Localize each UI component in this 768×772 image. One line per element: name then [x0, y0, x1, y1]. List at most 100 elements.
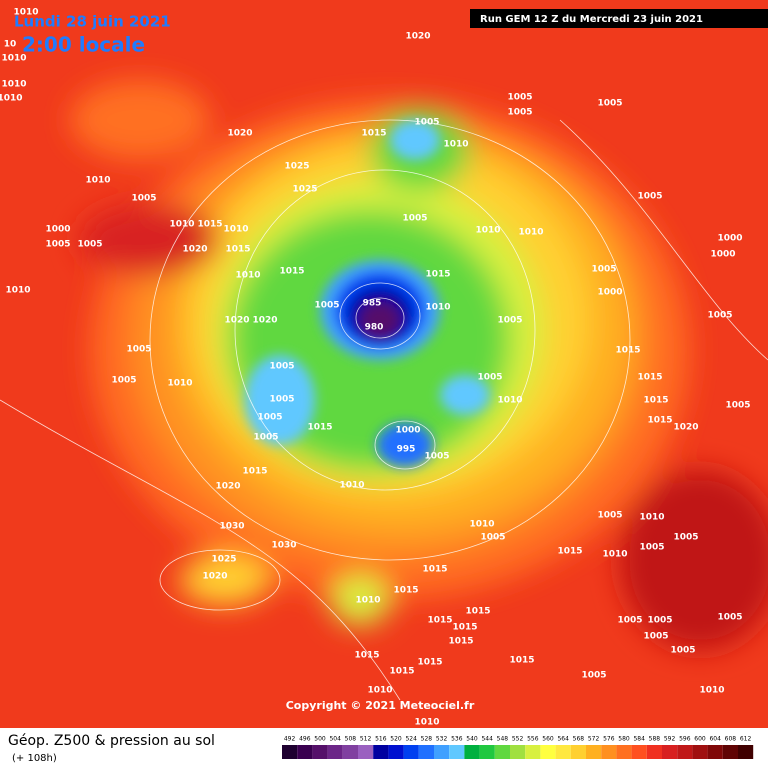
- pressure-label: 985: [363, 299, 382, 309]
- scale-swatch: [388, 745, 404, 759]
- pressure-label: 1010: [425, 303, 450, 313]
- pressure-label: 1005: [639, 543, 664, 553]
- pressure-label: 1005: [725, 401, 750, 411]
- scale-swatch: [312, 745, 328, 759]
- scale-label: 592: [664, 736, 676, 743]
- scale-swatch: [540, 745, 556, 759]
- pressure-label: 1015: [307, 423, 332, 433]
- run-label: Run GEM 12 Z du Mercredi 23 juin 2021: [480, 14, 703, 25]
- pressure-label: 1015: [509, 656, 534, 666]
- pressure-label: 1010: [1, 80, 26, 90]
- pressure-label: 1025: [292, 185, 317, 195]
- pressure-label: 1025: [211, 555, 236, 565]
- pressure-label: 1005: [314, 301, 339, 311]
- pressure-label: 1010: [85, 176, 110, 186]
- pressure-label: 1015: [452, 623, 477, 633]
- scale-swatch: [646, 745, 662, 759]
- scale-swatch: [601, 745, 617, 759]
- pressure-label: 1015: [361, 129, 386, 139]
- pressure-label: 1005: [617, 616, 642, 626]
- forecast-date: Lundi 28 juin 2021: [14, 13, 171, 31]
- pressure-label: 1005: [597, 99, 622, 109]
- pressure-label: 1010: [699, 686, 724, 696]
- scale-label: 552: [512, 736, 524, 743]
- header: Lundi 28 juin 2021 2:00 locale Run GEM 1…: [14, 9, 768, 57]
- scale-label: 580: [618, 736, 630, 743]
- pressure-label: 1015: [242, 467, 267, 477]
- scale-label: 584: [633, 736, 645, 743]
- scale-swatch: [510, 745, 526, 759]
- pressure-label: 1015: [354, 651, 379, 661]
- scale-swatch: [722, 745, 738, 759]
- pressure-label: 1010: [235, 271, 260, 281]
- scale-label: 496: [299, 736, 311, 743]
- pressure-label: 1010: [602, 550, 627, 560]
- scale-swatch: [418, 745, 434, 759]
- pressure-label: 1005: [477, 373, 502, 383]
- scale-swatch: [586, 745, 602, 759]
- run-banner: [470, 9, 768, 28]
- pressure-label: 1005: [581, 671, 606, 681]
- pressure-label: 1005: [402, 214, 427, 224]
- pressure-label: 1020: [227, 129, 252, 139]
- legend-subtitle: (+ 108h): [12, 753, 57, 764]
- pressure-label: 1005: [707, 311, 732, 321]
- corner-pressure-label: 1010: [1, 54, 26, 64]
- scale-label: 604: [709, 736, 721, 743]
- scale-label: 556: [527, 736, 539, 743]
- scale-swatch: [282, 745, 298, 759]
- pressure-label: 1005: [257, 413, 282, 423]
- pressure-label: 1015: [615, 346, 640, 356]
- pressure-label: 1020: [202, 572, 227, 582]
- scale-swatch: [403, 745, 419, 759]
- scale-label: 560: [542, 736, 554, 743]
- pressure-label: 1010: [355, 596, 380, 606]
- scale-swatch: [464, 745, 480, 759]
- scale-swatch: [677, 745, 693, 759]
- pressure-label: 1015: [427, 616, 452, 626]
- pressure-label: 1005: [673, 533, 698, 543]
- scale-swatch: [631, 745, 647, 759]
- scale-label: 608: [725, 736, 737, 743]
- pressure-label: 1010: [5, 286, 30, 296]
- pressure-label: 1005: [269, 362, 294, 372]
- scale-swatch: [662, 745, 678, 759]
- pressure-label: 1010: [414, 718, 439, 728]
- pressure-label: 1015: [389, 667, 414, 677]
- pressure-label: 1005: [131, 194, 156, 204]
- scale-label: 492: [284, 736, 296, 743]
- pressure-label: 1020: [252, 316, 277, 326]
- scale-label: 568: [573, 736, 585, 743]
- scale-swatch: [373, 745, 389, 759]
- pressure-label: 1010: [639, 513, 664, 523]
- pressure-label: 1015: [425, 270, 450, 280]
- pressure-label: 1005: [424, 452, 449, 462]
- pressure-label: 1005: [497, 316, 522, 326]
- pressure-label: 1005: [269, 395, 294, 405]
- scale-label: 548: [497, 736, 509, 743]
- scale-label: 528: [421, 736, 433, 743]
- pressure-label: 1015: [448, 637, 473, 647]
- scale-label: 564: [557, 736, 569, 743]
- pressure-label: 1030: [271, 541, 296, 551]
- scale-swatch: [555, 745, 571, 759]
- corner-pressure-label: 10: [4, 40, 17, 50]
- pressure-label: 1020: [215, 482, 240, 492]
- color-scale: 492 496 500 504 508 512 516 520 524 528 532 536 540 5…: [282, 736, 754, 759]
- pressure-label: 1005: [507, 93, 532, 103]
- pressure-label: 1005: [480, 533, 505, 543]
- pressure-label: 1005: [45, 240, 70, 250]
- scale-label: 572: [588, 736, 600, 743]
- scale-label: 512: [360, 736, 372, 743]
- scale-label: 500: [314, 736, 326, 743]
- pressure-label: 1015: [417, 658, 442, 668]
- pressure-label: 1005: [637, 192, 662, 202]
- pressure-label: 1020: [224, 316, 249, 326]
- corner-pressure-label: 1010: [13, 8, 38, 18]
- scale-label: 540: [466, 736, 478, 743]
- scale-label: 532: [436, 736, 448, 743]
- scale-label: 600: [694, 736, 706, 743]
- pressure-label: 995: [397, 445, 416, 455]
